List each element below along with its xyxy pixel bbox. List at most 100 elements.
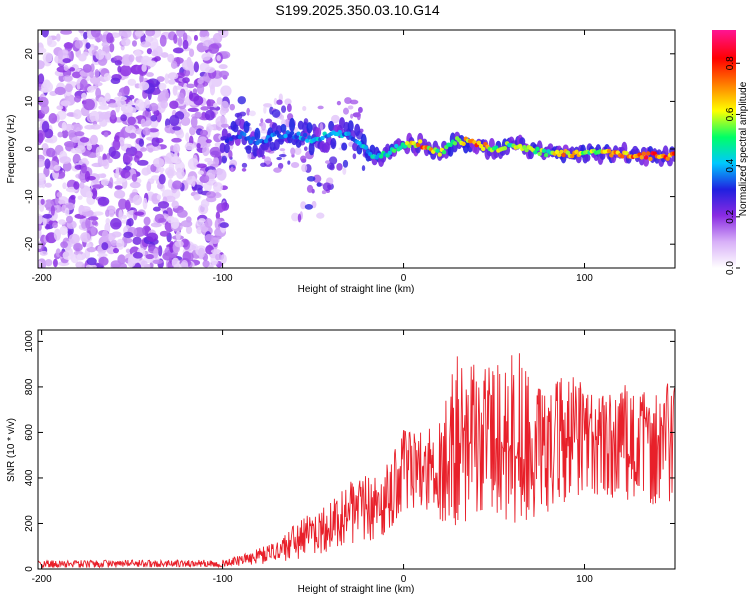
spectrogram-cell <box>125 248 131 254</box>
spectrogram-cell <box>53 228 61 241</box>
spectrogram-cell <box>60 100 71 107</box>
spectrogram-cell <box>148 128 159 133</box>
spectrogram-cell <box>104 92 111 102</box>
spectrogram-cell <box>123 153 133 163</box>
y-tick-label: 800 <box>24 378 35 395</box>
spectrogram-cell <box>113 247 119 254</box>
spectrogram-cell <box>223 143 230 154</box>
spectrogram-cell <box>174 240 184 248</box>
spectrogram-cell <box>108 209 115 218</box>
spectrogram-cell <box>193 95 204 106</box>
spectrogram-cell <box>359 128 364 133</box>
spectrogram-cell <box>211 169 218 175</box>
spectrogram-cell <box>172 47 184 54</box>
spectrogram-cell <box>77 195 83 200</box>
spectrogram-cell <box>187 252 194 262</box>
x-tick-label: 100 <box>576 273 593 284</box>
spectrogram-cell <box>307 135 312 140</box>
colorbar-gradient <box>712 30 736 268</box>
spectrogram-cell <box>289 130 295 136</box>
spectrogram-cell <box>88 85 99 90</box>
spectrogram-cell <box>584 153 591 162</box>
spectrogram-cell <box>204 218 213 228</box>
spectrogram-cell <box>304 204 313 210</box>
spectrogram-cell <box>204 234 214 242</box>
snr-frame <box>37 329 676 570</box>
spectrogram-cell <box>452 141 458 146</box>
spectrogram-cell <box>42 52 53 64</box>
spectrogram-cell <box>68 233 80 244</box>
spectrogram-cell <box>358 106 363 113</box>
spectrogram-cell <box>67 129 77 138</box>
spectrogram-cell <box>92 184 104 189</box>
spectrogram-cell <box>305 138 310 143</box>
spectrogram-cell <box>99 159 109 167</box>
spectrogram-cell <box>316 182 322 187</box>
spectrogram-cell <box>210 249 222 254</box>
spectrogram-cell <box>175 230 181 241</box>
spectrogram-cell <box>120 169 131 179</box>
spectrogram-cell <box>268 137 273 142</box>
spectrogram-cell <box>543 152 549 158</box>
spectrogram-cell <box>191 175 196 188</box>
spectrogram-cell <box>187 157 199 170</box>
spectrogram-cell <box>79 78 88 91</box>
y-tick-label: 1000 <box>24 330 35 353</box>
spectrogram-cell <box>171 156 182 164</box>
spectrogram-cell <box>212 32 223 44</box>
spectrogram-cell <box>354 123 361 137</box>
spectrogram-cell <box>103 73 111 82</box>
spectrogram-cell <box>138 81 150 91</box>
spectrogram-cell <box>58 219 66 225</box>
spectrogram-cell <box>302 132 308 138</box>
spectrogram-cell <box>48 210 58 222</box>
spectrogram-cell <box>113 55 123 62</box>
spectrogram-cell <box>159 230 170 237</box>
spectrogram-cell <box>62 161 72 172</box>
spectrogram-cell <box>63 64 69 71</box>
spectrogram-cell <box>216 168 227 181</box>
spectrogram-cell <box>394 143 399 149</box>
spectrogram-cell <box>239 111 247 117</box>
spectrogram-cell <box>230 166 234 173</box>
spectrogram-cell <box>202 260 210 268</box>
spectrogram-cell <box>476 140 482 146</box>
spectrogram-cell <box>197 247 205 259</box>
spectrogram-cell <box>196 83 205 95</box>
spectrogram-cell <box>144 35 154 43</box>
spectrogram-cell <box>672 151 675 156</box>
y-tick-label: 10 <box>24 95 35 107</box>
y-tick-label: 0 <box>24 146 35 152</box>
spectrogram-cell <box>85 190 93 199</box>
spectrogram-cell <box>220 85 232 97</box>
spectrogram-cell <box>273 139 280 151</box>
spectrogram-cell <box>184 142 196 151</box>
spectrogram-cell <box>124 125 136 134</box>
colorbar-tick-label: 0.4 <box>725 158 736 172</box>
x-tick-label: 100 <box>576 574 593 585</box>
spectrogram-cell <box>190 116 198 128</box>
spectrogram-cell <box>237 96 247 105</box>
spectrogram-cell <box>533 150 538 155</box>
spectrogram-cell <box>55 33 61 42</box>
spectrogram-cell <box>90 30 101 38</box>
spectrogram-cell <box>118 209 123 221</box>
spectrogram-cell <box>356 111 361 121</box>
spectrogram-cell <box>113 180 123 185</box>
spectrogram-cell <box>144 99 151 109</box>
spectrogram-cell <box>158 218 167 223</box>
spectrogram-cell <box>129 132 137 139</box>
spectrogram-cell <box>349 99 359 105</box>
spectrogram-cell <box>317 105 324 110</box>
spectrogram-cell <box>149 102 159 112</box>
spectrogram-cell <box>140 260 148 267</box>
spectrogram-cell <box>216 97 223 105</box>
spectrogram-cell <box>80 163 87 174</box>
spectrogram-cell <box>143 216 151 226</box>
spectrogram-cell <box>260 128 269 134</box>
spectrogram-cell <box>122 30 132 39</box>
spectrogram-cell <box>70 147 82 154</box>
spectrogram-cell <box>196 163 207 169</box>
spectrogram-cell <box>98 104 110 110</box>
spectrogram-cell <box>127 218 134 227</box>
